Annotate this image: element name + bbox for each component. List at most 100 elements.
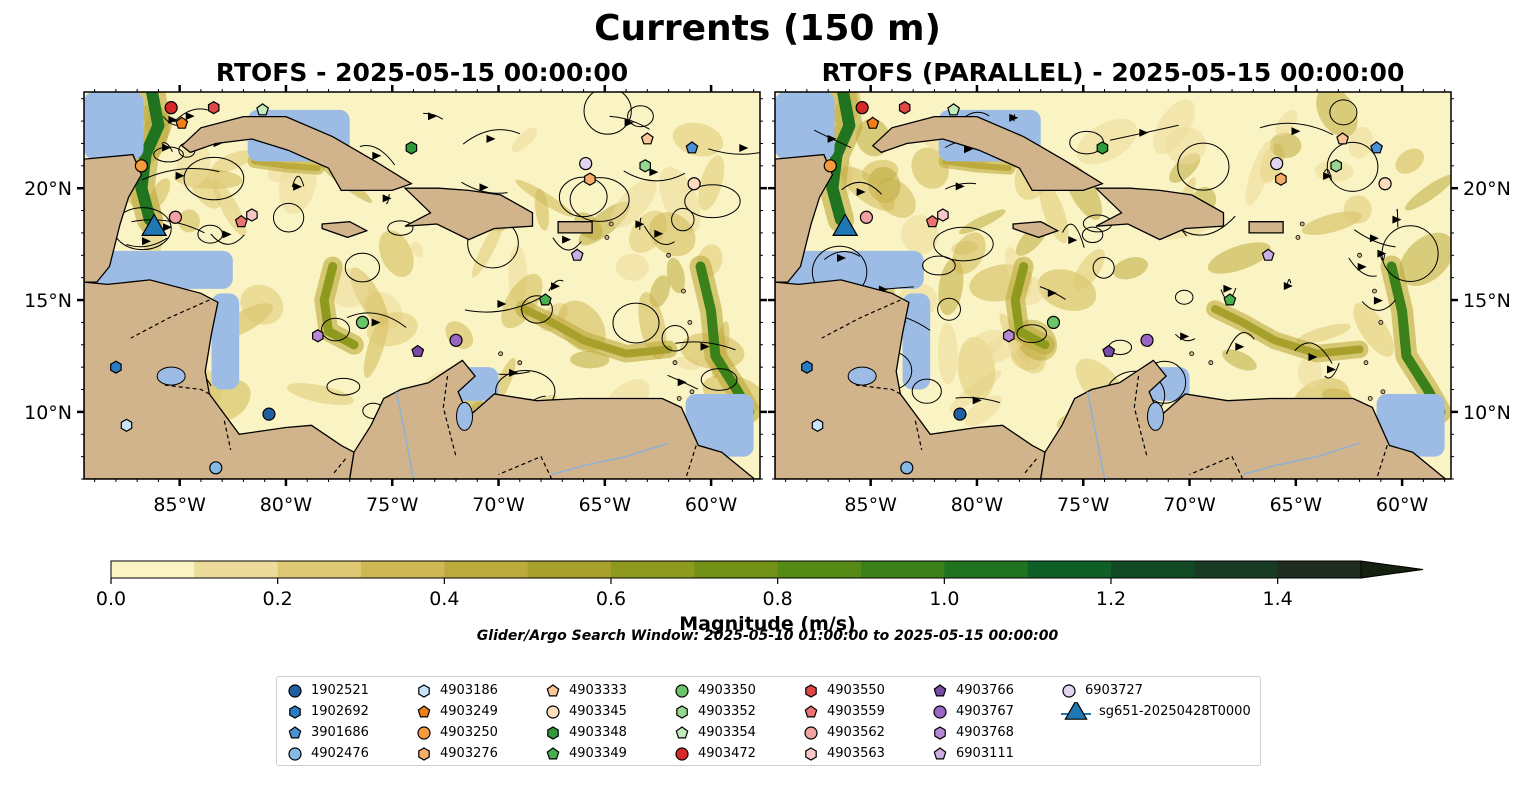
marker-4903250 [823, 159, 837, 173]
streamline-arrow [1139, 128, 1149, 137]
legend-label: 4903563 [827, 746, 885, 761]
marker-4903350 [355, 315, 370, 330]
speed-patch [410, 241, 424, 258]
streamline-arrow [677, 378, 687, 387]
small-island [681, 288, 686, 294]
speed-patch [1207, 242, 1271, 274]
current-jet [1211, 305, 1364, 358]
streamline-arrow [1235, 342, 1245, 351]
small-island [687, 320, 693, 325]
legend-item: 4903563 [803, 743, 885, 764]
streamline-arrow [1327, 365, 1336, 374]
map-frame [774, 91, 1452, 480]
current-jet [826, 92, 856, 226]
streamline-arrow [479, 183, 489, 192]
colorbar-frame [110, 560, 1362, 579]
speed-patch [1399, 232, 1451, 286]
legend-label: 4903345 [569, 704, 627, 719]
map-panel-rtofs: 85°W 80°W 75°W 70°W 65°W 60°W 20°N 15°N 10°N [24, 85, 767, 516]
marker-4903348 [405, 141, 418, 155]
small-island [672, 360, 678, 366]
small-island [498, 351, 504, 357]
legend-item: 6903111 [932, 743, 1014, 764]
streamline-eddy [1329, 99, 1358, 126]
legend-marker-4903767 [933, 704, 947, 719]
legend-circle-icon [675, 683, 689, 698]
streamline [643, 225, 675, 245]
marker-4903349 [1223, 293, 1237, 306]
streamline-arrow [168, 115, 178, 124]
streamline-eddy [387, 220, 414, 236]
legend-pentagon-icon [417, 704, 431, 717]
legend-label: 4903472 [698, 746, 756, 761]
legend-item: 1902521 [287, 680, 369, 701]
streamline [1324, 168, 1333, 180]
panel-title-rtofs: RTOFS - 2025-05-15 00:00:00 [215, 58, 629, 87]
streamline-arrow [654, 229, 664, 238]
legend-marker-4903472 [675, 746, 689, 761]
streamline-eddy [197, 224, 224, 244]
marker-4903333 [640, 132, 654, 145]
streamline [131, 219, 205, 234]
small-island [608, 221, 614, 227]
streamline [126, 237, 168, 248]
streamline-eddy [684, 184, 741, 219]
streamline [552, 237, 582, 251]
speed-patch [698, 155, 725, 211]
marker-6903111 [570, 248, 584, 261]
legend-marker-4902476 [288, 746, 302, 761]
land-mass [1012, 221, 1060, 239]
streamline [1062, 223, 1085, 248]
streamline-arrow [163, 223, 172, 232]
land-mass [403, 187, 534, 241]
streamline-eddy [1092, 256, 1115, 279]
legend-item: 4903350 [674, 680, 756, 701]
streamline-arrow [142, 237, 151, 246]
lon-tick-label: 60°W [685, 494, 738, 516]
speed-patch [649, 212, 696, 257]
speed-patch [967, 329, 1005, 359]
marker-4903472 [164, 101, 178, 115]
speed-patch [1039, 181, 1069, 244]
streamline [161, 142, 173, 153]
small-island [1367, 396, 1373, 401]
speed-patch [1343, 195, 1372, 224]
legend-pentagon-icon [804, 704, 818, 717]
colorbar-segment [444, 561, 529, 578]
legend-label: 1902692 [311, 704, 369, 719]
speed-patch [511, 127, 538, 153]
legend-label: 4903559 [827, 704, 885, 719]
land-mass [775, 279, 1046, 479]
streamline-arrow [382, 194, 392, 203]
marker-4903766 [411, 344, 425, 357]
colorbar-segment [1277, 561, 1362, 578]
legend-label: 4903333 [569, 683, 627, 698]
marker-4903352 [1330, 159, 1342, 173]
streamline-arrow [972, 396, 982, 405]
legend-circle-icon [675, 746, 689, 761]
legend-marker-4903350 [675, 683, 689, 698]
legend-marker-6903111 [933, 746, 947, 759]
legend-label: 6903111 [956, 746, 1014, 761]
streamline-arrow [964, 145, 973, 154]
colorbar-tick-label: 1.0 [929, 588, 960, 610]
legend-item: 4903767 [932, 701, 1014, 722]
streamline-eddy [1016, 324, 1048, 344]
small-island [1189, 351, 1195, 357]
streamline-eddy [344, 252, 381, 283]
river [1086, 391, 1106, 479]
shallow-water [775, 250, 924, 289]
colorbar-segment [861, 561, 945, 578]
colorbar-tick-label: 1.4 [1262, 588, 1293, 610]
map-content [84, 92, 760, 479]
marker-4902476 [209, 461, 223, 475]
speed-patch [1245, 139, 1274, 206]
lon-tick-label: 80°W [260, 494, 313, 516]
legend-hexagon-icon [805, 683, 817, 698]
colorbar-tick-label: 0.8 [762, 588, 793, 610]
legend-item: 4903345 [545, 701, 627, 722]
legend-item: 4903276 [416, 743, 498, 764]
speed-patch [1113, 257, 1148, 280]
colorbar-segment [944, 561, 1029, 578]
legend-circle-icon [288, 683, 302, 698]
